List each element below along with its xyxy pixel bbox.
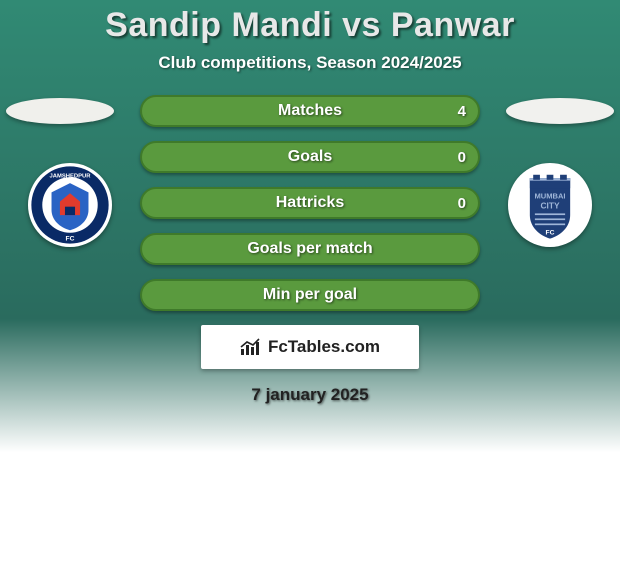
stat-bar: Hattricks 0 — [140, 187, 480, 219]
page-title: Sandip Mandi vs Panwar — [0, 6, 620, 45]
stat-bar: Goals 0 — [140, 141, 480, 173]
brand-chart-icon — [240, 338, 262, 356]
stat-label: Matches — [278, 102, 342, 120]
stat-value-right: 0 — [458, 149, 466, 166]
content-wrap: Sandip Mandi vs Panwar Club competitions… — [0, 0, 620, 405]
player-right-placeholder — [506, 98, 614, 124]
comparison-stage: JAMSHEDPUR FC MUMBAI CITY FC — [0, 95, 620, 405]
stat-value-right: 0 — [458, 195, 466, 212]
stat-bar: Min per goal — [140, 279, 480, 311]
svg-text:FC: FC — [66, 235, 75, 242]
stat-bar: Goals per match — [140, 233, 480, 265]
brand-text: FcTables.com — [268, 337, 380, 357]
svg-text:FC: FC — [546, 229, 555, 236]
club-badge-right: MUMBAI CITY FC — [508, 163, 592, 247]
date-text: 7 january 2025 — [0, 385, 620, 405]
brand-box: FcTables.com — [201, 325, 419, 369]
stat-bars: Matches 4 Goals 0 Hattricks 0 Goals per match M… — [140, 95, 480, 311]
stat-label: Min per goal — [263, 286, 357, 304]
stat-label: Goals per match — [247, 240, 372, 258]
svg-text:MUMBAI: MUMBAI — [534, 191, 565, 200]
club-badge-left: JAMSHEDPUR FC — [28, 163, 112, 247]
subtitle: Club competitions, Season 2024/2025 — [0, 53, 620, 73]
stat-bar: Matches 4 — [140, 95, 480, 127]
stat-label: Hattricks — [276, 194, 344, 212]
svg-text:CITY: CITY — [540, 200, 559, 210]
stat-label: Goals — [288, 148, 332, 166]
player-left-placeholder — [6, 98, 114, 124]
svg-text:JAMSHEDPUR: JAMSHEDPUR — [49, 173, 91, 179]
stat-value-right: 4 — [458, 103, 466, 120]
